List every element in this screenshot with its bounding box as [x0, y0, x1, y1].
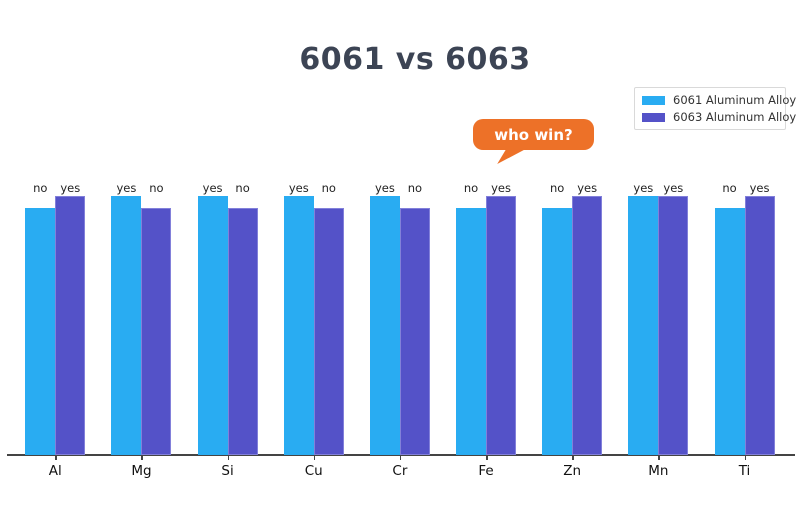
- x-axis-line: [7, 454, 795, 456]
- bar-Cr-6063: [399, 208, 430, 455]
- bar-Fe-6061: [456, 208, 487, 455]
- bar-value-label-Si-6063: no: [235, 181, 250, 195]
- bar-value-label-Zn-6063: yes: [577, 181, 598, 195]
- bar-value-label-Ti-6063: yes: [749, 181, 770, 195]
- legend-swatch-6061: [642, 95, 665, 105]
- x-axis-tick-Ti: [744, 456, 746, 460]
- bar-value-label-Cr-6061: yes: [374, 181, 395, 195]
- bar-Mg-6063: [141, 208, 172, 455]
- bar-Al-6061: [25, 208, 56, 455]
- bar-Si-6061: [197, 195, 228, 455]
- bar-Si-6063: [227, 208, 258, 455]
- x-axis-tick-Cr: [399, 456, 402, 460]
- legend-swatch-6063: [642, 112, 665, 122]
- bar-Mg-6061: [111, 195, 142, 455]
- legend-label-6063: 6063 Aluminum Alloy: [673, 110, 797, 124]
- bar-value-label-Mg-6061: yes: [116, 181, 137, 195]
- bar-Fe-6063: [486, 195, 517, 455]
- bar-Cr-6061: [369, 195, 400, 455]
- x-axis-tick-Cu: [313, 456, 316, 460]
- bar-value-label-Mg-6063: no: [149, 181, 164, 195]
- x-axis-label-Ti: Ti: [738, 463, 751, 479]
- bar-Mn-6061: [628, 195, 659, 455]
- bar-Cu-6063: [313, 208, 344, 455]
- bar-value-label-Zn-6061: no: [550, 181, 565, 195]
- x-axis-tick-Mn: [658, 456, 660, 460]
- bar-value-label-Cu-6063: no: [321, 181, 336, 195]
- legend-item-6063[interactable]: 6063 Aluminum Alloy: [642, 110, 796, 124]
- x-axis-label-Mn: Mn: [648, 463, 669, 479]
- bar-value-label-Cu-6061: yes: [288, 181, 309, 195]
- legend-item-6061[interactable]: 6061 Aluminum Alloy: [642, 93, 796, 107]
- legend-label-6061: 6061 Aluminum Alloy: [673, 93, 797, 107]
- bar-value-label-Ti-6061: no: [722, 181, 737, 195]
- bar-Cu-6061: [283, 195, 314, 455]
- x-axis-tick-Fe: [486, 456, 488, 460]
- bar-value-label-Mn-6061: yes: [633, 181, 654, 195]
- x-axis-tick-Al: [55, 456, 57, 460]
- bar-value-label-Mn-6063: yes: [663, 181, 684, 195]
- bar-Ti-6061: [714, 208, 745, 455]
- annotation-bubble: who win?: [473, 119, 594, 150]
- x-axis-label-Cu: Cu: [304, 463, 323, 479]
- bar-value-label-Fe-6061: no: [463, 181, 479, 195]
- x-axis-tick-Si: [227, 456, 230, 460]
- bar-value-label-Si-6061: yes: [202, 181, 223, 195]
- bar-value-label-Fe-6063: yes: [491, 181, 511, 195]
- legend: 6061 Aluminum Alloy 6063 Aluminum Alloy: [634, 87, 796, 130]
- x-axis-label-Cr: Cr: [392, 463, 408, 479]
- x-axis-label-Si: Si: [221, 463, 234, 479]
- bar-value-label-Cr-6063: no: [407, 181, 423, 195]
- bar-value-label-Al-6063: yes: [60, 181, 81, 195]
- x-axis-tick-Zn: [572, 456, 574, 460]
- x-axis-label-Al: Al: [48, 463, 62, 479]
- bar-Mn-6063: [658, 195, 689, 455]
- bar-Ti-6063: [744, 195, 775, 455]
- x-axis-label-Zn: Zn: [563, 463, 582, 479]
- bar-Al-6063: [55, 195, 86, 455]
- bar-Zn-6061: [542, 208, 573, 455]
- x-axis-tick-Mg: [141, 456, 143, 460]
- chart-title: 6061 vs 6063: [299, 42, 531, 77]
- bar-Zn-6063: [572, 195, 603, 455]
- x-axis-label-Mg: Mg: [131, 463, 152, 479]
- annotation-bubble-text: who win?: [494, 125, 573, 144]
- x-axis-label-Fe: Fe: [478, 463, 494, 479]
- bar-value-label-Al-6061: no: [33, 181, 48, 195]
